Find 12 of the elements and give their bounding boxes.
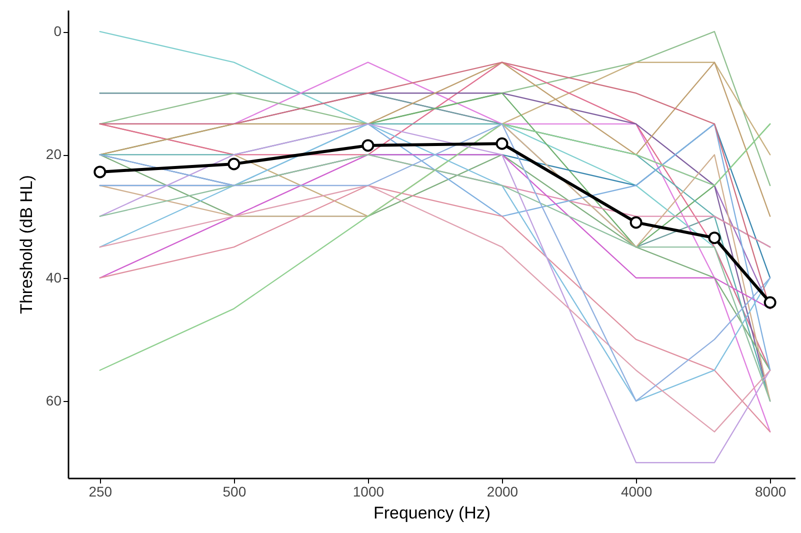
x-tick-label: 250 [88,484,112,500]
x-tick-label: 500 [222,484,246,500]
x-tick-label: 2000 [486,484,518,500]
y-tick-label: 0 [54,23,62,40]
y-tick-label: 20 [46,146,62,162]
y-tick-label: 60 [46,392,62,409]
x-axis-title: Frequency (Hz) [373,504,491,522]
y-axis-title: Threshold (dB HL) [16,175,36,314]
x-tick-label: 4000 [620,484,652,500]
x-tick-label: 1000 [352,484,384,500]
y-tick-label: 40 [46,269,62,286]
x-tick-label: 8000 [755,484,786,500]
